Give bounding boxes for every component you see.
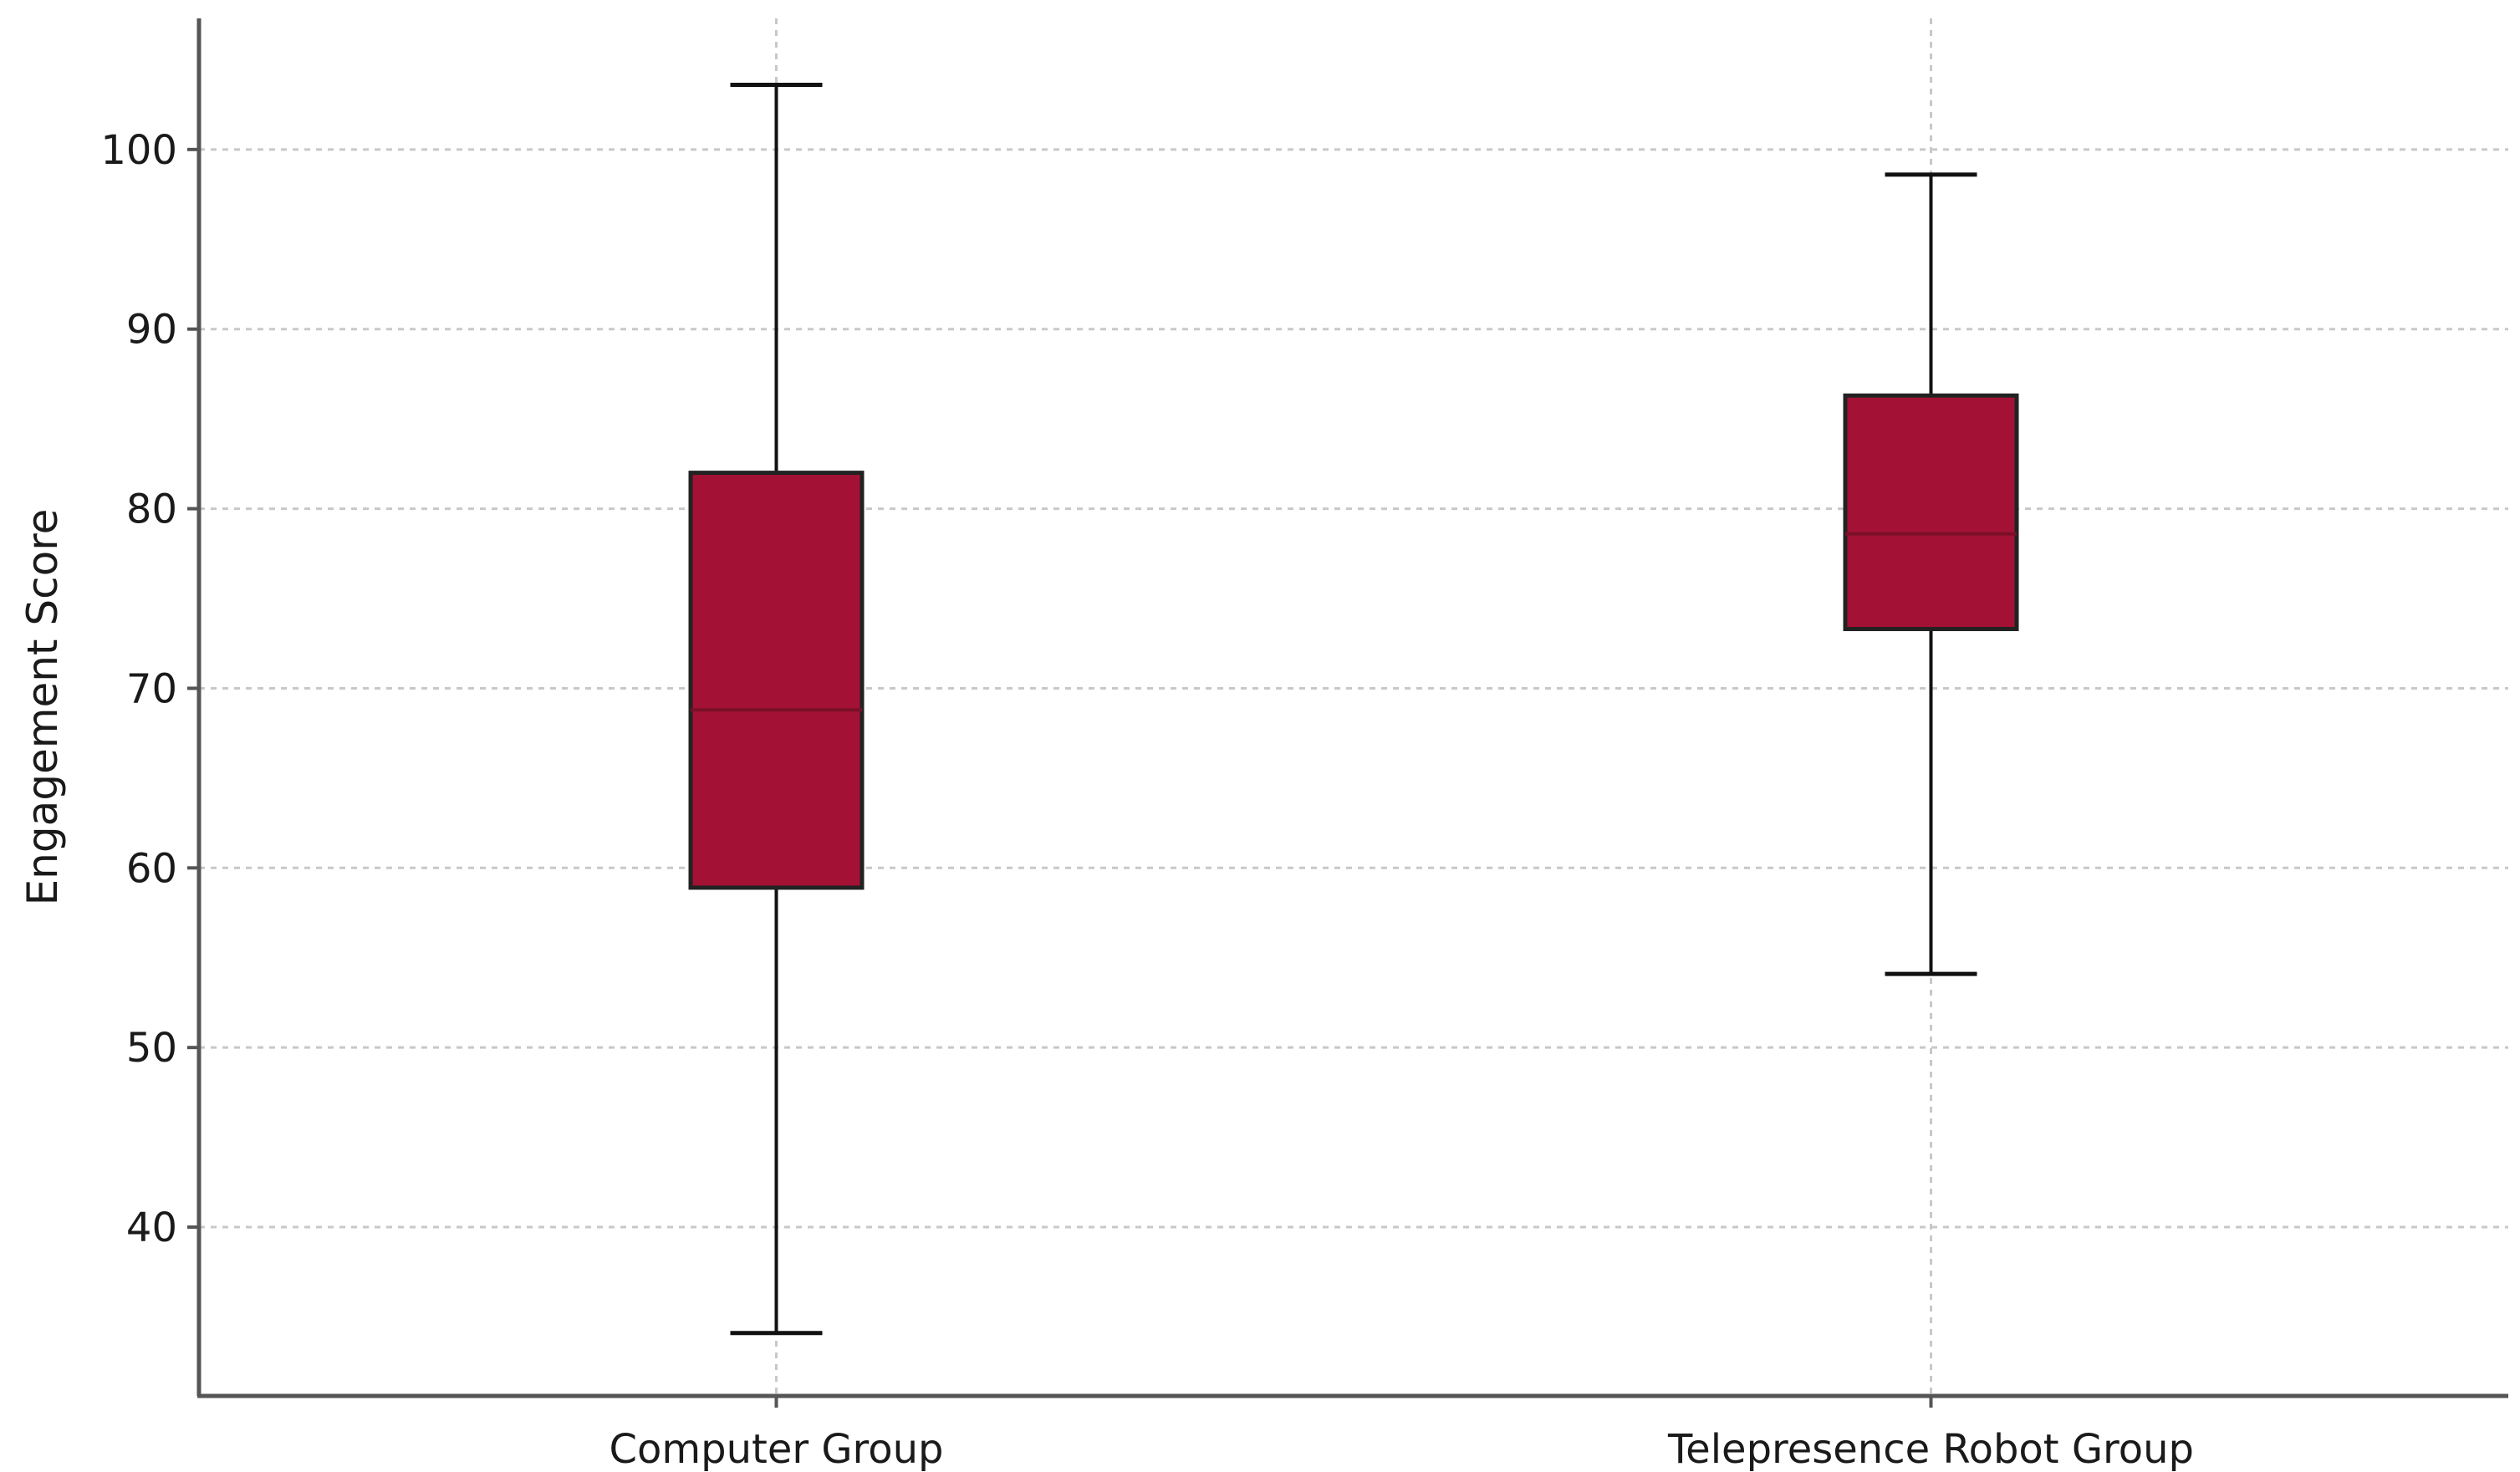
boxes [688, 82, 2019, 1336]
iqr-box [688, 471, 865, 890]
y-axis-label: Engagement Score [18, 509, 67, 906]
box-group [688, 82, 865, 1336]
x-tick-label: Computer Group [609, 1426, 943, 1472]
iqr-box [1843, 393, 2019, 632]
y-tick-label: 40 [126, 1205, 177, 1251]
grid-lines [199, 18, 2508, 1396]
y-tick-label: 80 [126, 486, 177, 533]
y-tick-label: 90 [126, 307, 177, 354]
y-tick-label: 60 [126, 845, 177, 892]
x-tick-label: Telepresence Robot Group [1667, 1426, 2194, 1472]
axes [196, 18, 2508, 1398]
y-tick-label: 50 [126, 1025, 177, 1072]
y-tick-label: 70 [126, 665, 177, 712]
tick-labels: 40 50 60 70 80 90 100 Computer Group Telepresenc… [100, 127, 2194, 1472]
y-tick-label: 100 [100, 127, 177, 174]
box-group [1843, 172, 2019, 976]
